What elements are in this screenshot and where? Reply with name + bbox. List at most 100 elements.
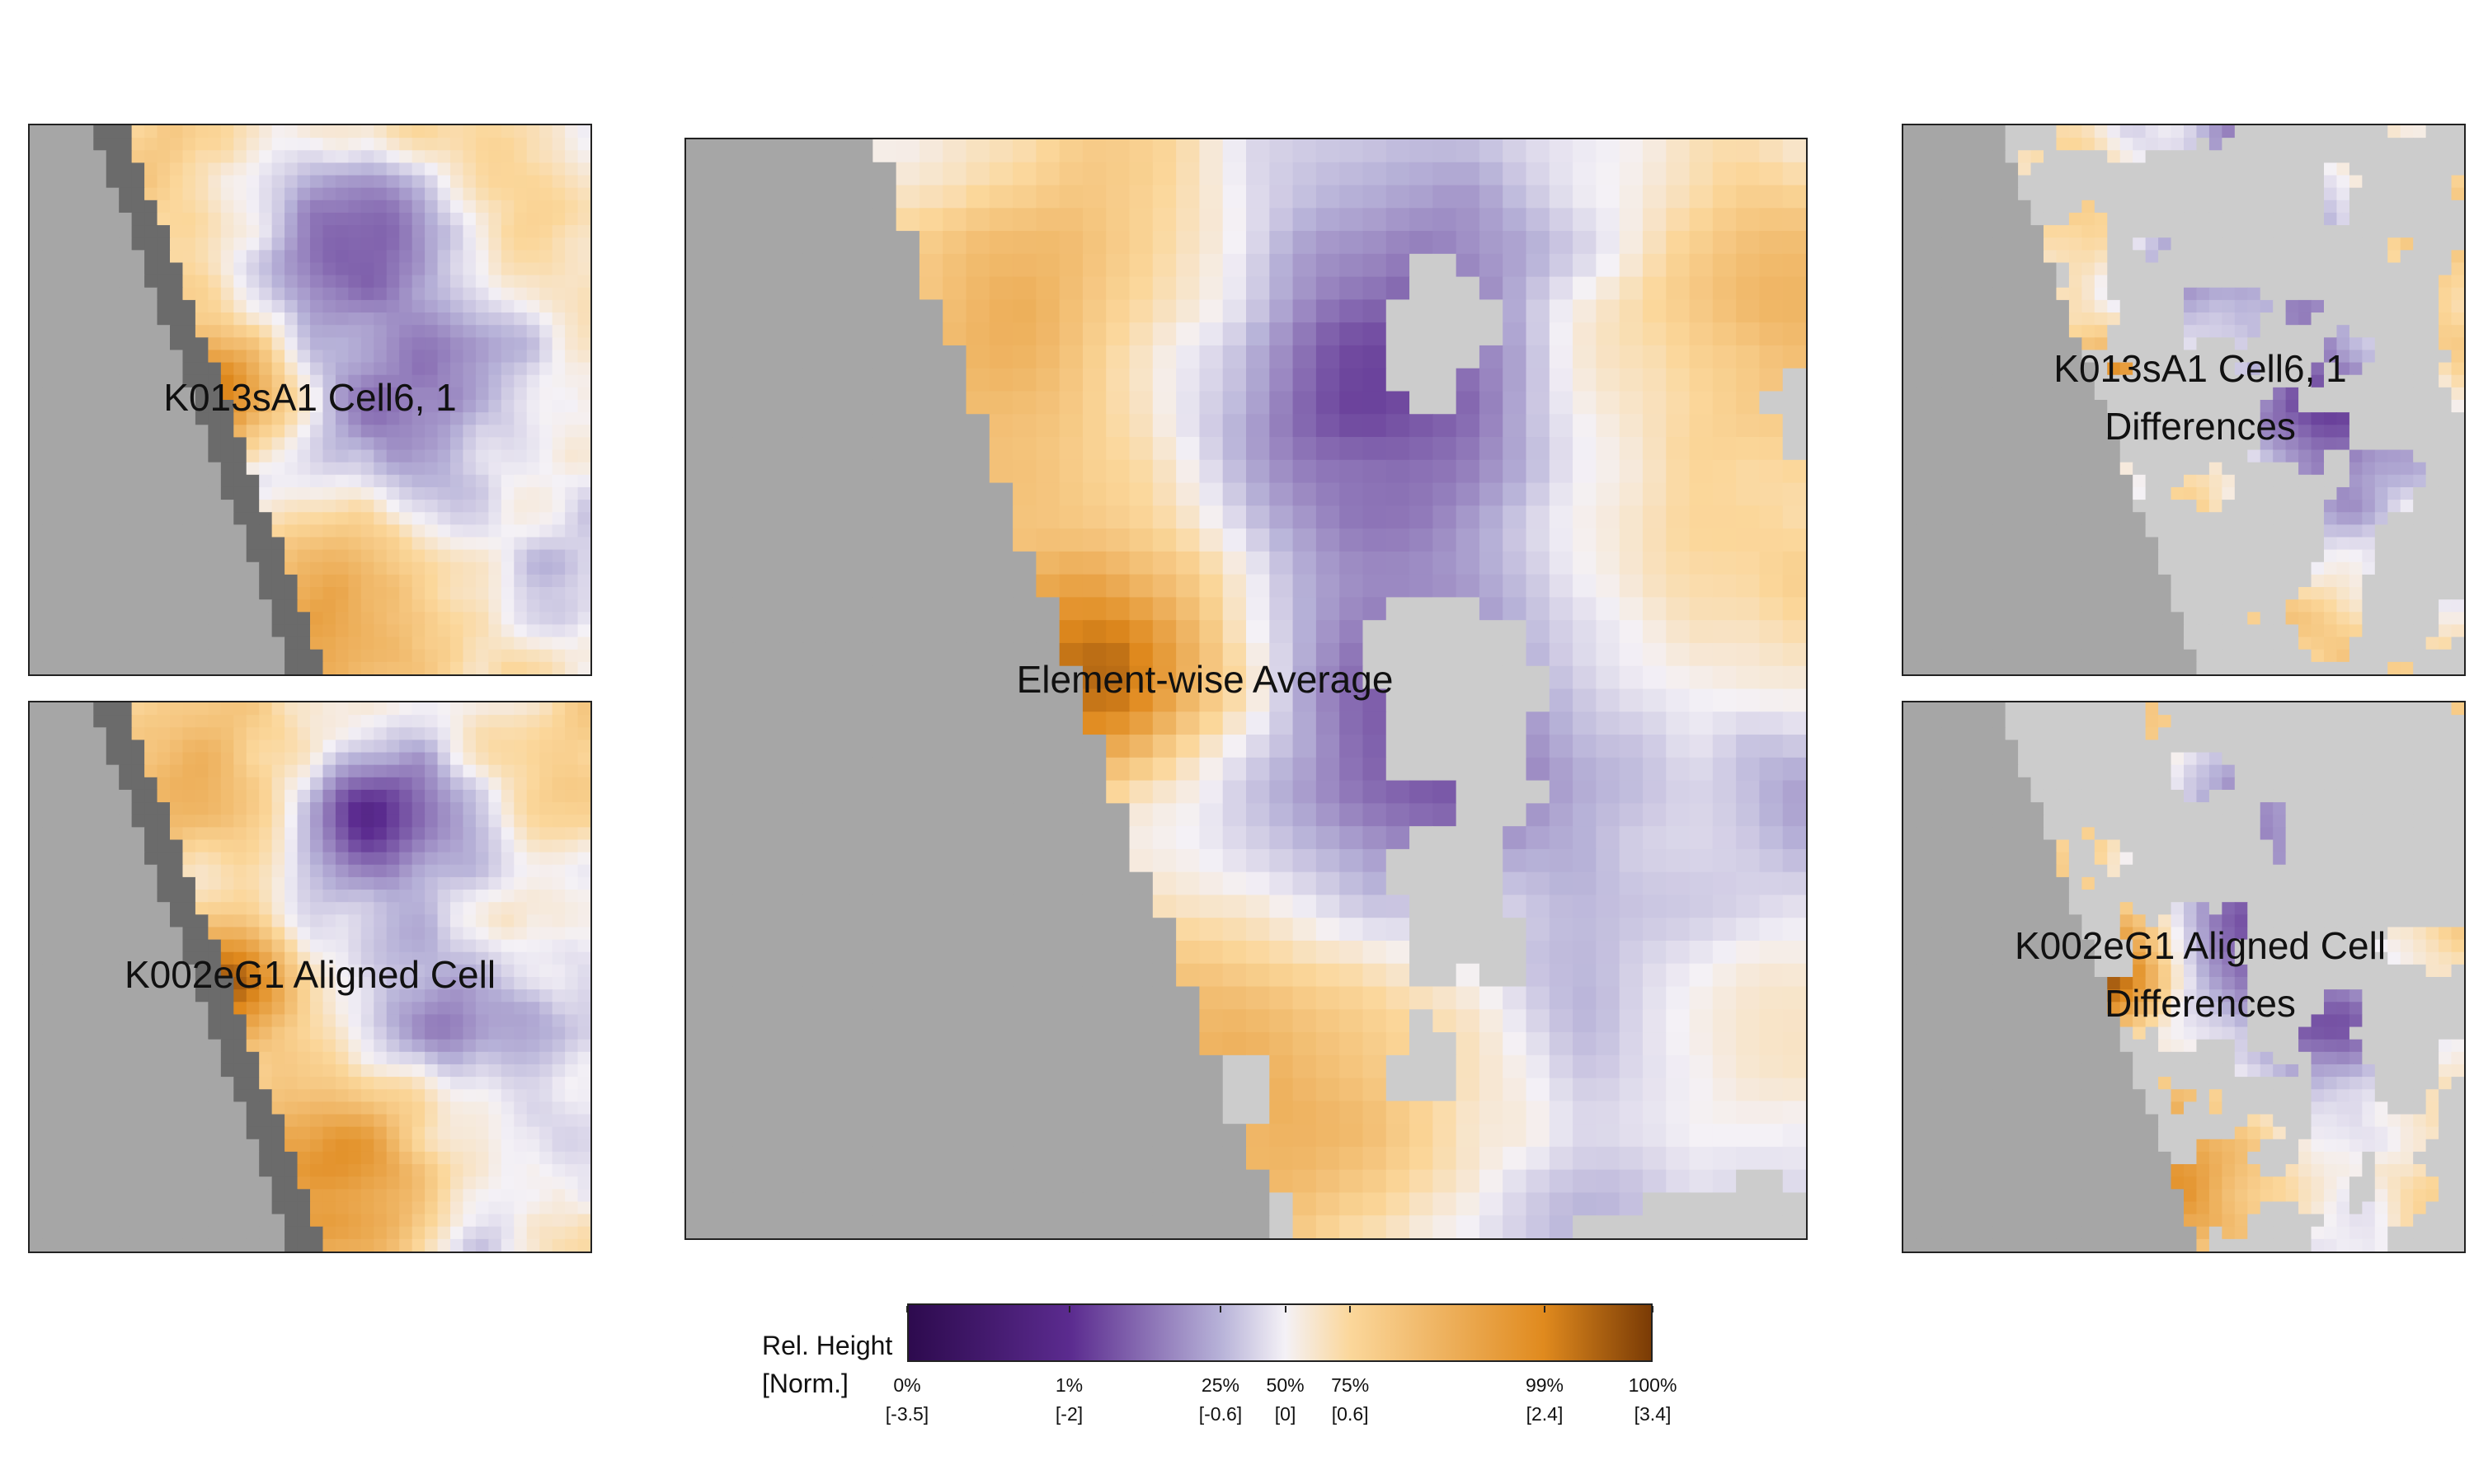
heatmap-cell <box>412 827 426 841</box>
heatmap-cell <box>68 977 82 990</box>
heatmap-cell <box>220 802 234 815</box>
heatmap-cell <box>233 752 247 766</box>
heatmap-cell <box>360 462 374 476</box>
heatmap-cell <box>246 964 260 978</box>
heatmap-cell <box>335 1176 349 1190</box>
heatmap-cell <box>144 537 158 551</box>
heatmap-cell <box>526 890 540 903</box>
heatmap-cell <box>1082 368 1107 392</box>
heatmap-cell <box>93 337 107 351</box>
heatmap-cell <box>966 620 990 644</box>
heatmap-cell <box>425 437 439 451</box>
heatmap-cell <box>526 1064 540 1078</box>
heatmap-cell <box>1315 414 1340 438</box>
heatmap-cell <box>310 225 324 238</box>
heatmap-cell <box>30 1201 44 1215</box>
heatmap-cell <box>539 927 553 941</box>
heatmap-cell <box>1013 642 1037 667</box>
heatmap-cell <box>42 1151 56 1165</box>
heatmap-panel-cell1: K013sA1 Cell6, 1 <box>28 124 592 676</box>
heatmap-cell <box>526 649 540 663</box>
heatmap-cell <box>310 636 324 650</box>
heatmap-cell <box>1759 368 1784 392</box>
heatmap-cell <box>450 200 464 214</box>
heatmap-cell <box>577 1101 590 1115</box>
heatmap-cell <box>208 275 222 289</box>
heatmap-cell <box>348 1051 362 1065</box>
heatmap-cell <box>488 661 502 674</box>
heatmap-cell <box>80 1051 94 1065</box>
heatmap-cell <box>195 789 209 803</box>
heatmap-cell <box>501 1189 515 1203</box>
heatmap-cell <box>526 624 540 638</box>
heatmap-cell <box>1036 231 1061 255</box>
heatmap-cell <box>475 649 489 663</box>
heatmap-cell <box>539 727 553 741</box>
heatmap-cell <box>348 587 362 600</box>
heatmap-cell <box>374 412 388 425</box>
heatmap-cell <box>259 125 273 139</box>
heatmap-cell <box>450 512 464 525</box>
heatmap-cell <box>475 138 489 151</box>
heatmap-cell <box>552 1189 566 1203</box>
heatmap-cell <box>195 827 209 841</box>
heatmap-cell <box>195 1226 209 1240</box>
heatmap-cell <box>208 951 222 965</box>
heatmap-cell <box>896 437 920 461</box>
heatmap-cell <box>501 815 515 828</box>
heatmap-cell <box>131 876 145 890</box>
heatmap-cell <box>1036 528 1061 552</box>
heatmap-cell <box>966 322 990 346</box>
heatmap-cell <box>80 561 94 575</box>
heatmap-cell <box>488 789 502 803</box>
heatmap-cell <box>322 939 336 953</box>
heatmap-cell <box>335 815 349 828</box>
heatmap-cell <box>310 262 324 276</box>
heatmap-cell <box>106 350 120 364</box>
heatmap-cell <box>552 262 566 276</box>
heatmap-cell <box>259 1151 273 1165</box>
heatmap-cell <box>1059 642 1084 667</box>
heatmap-cell <box>297 789 311 803</box>
heatmap-cell <box>182 400 196 413</box>
heatmap-cell <box>386 1151 400 1165</box>
heatmap-cell <box>285 486 299 500</box>
heatmap-cell <box>335 839 349 853</box>
heatmap-cell <box>1549 299 1573 323</box>
heatmap-cell <box>989 459 1014 484</box>
heatmap-cell <box>42 827 56 841</box>
heatmap-cell <box>322 1151 336 1165</box>
heatmap-cell <box>919 597 943 621</box>
heatmap-cell <box>42 237 56 251</box>
heatmap-cell <box>271 715 285 728</box>
heatmap-cell <box>709 139 734 163</box>
heatmap-cell <box>233 727 247 741</box>
heatmap-cell <box>54 400 68 413</box>
heatmap-cell <box>425 412 439 425</box>
heatmap-cell <box>386 412 400 425</box>
heatmap-cell <box>335 989 349 1003</box>
heatmap-cell <box>80 852 94 866</box>
heatmap-cell <box>68 649 82 663</box>
heatmap-cell <box>144 661 158 674</box>
heatmap-cell <box>157 337 171 351</box>
heatmap-cell <box>475 902 489 915</box>
heatmap-cell <box>488 549 502 563</box>
heatmap-cell <box>30 400 44 413</box>
heatmap-cell <box>1292 505 1317 529</box>
heatmap-cell <box>348 362 362 376</box>
heatmap-cell <box>552 362 566 376</box>
heatmap-cell <box>1596 642 1620 667</box>
heatmap-cell <box>514 325 528 338</box>
heatmap-cell <box>488 350 502 364</box>
heatmap-cell <box>1573 345 1597 369</box>
heatmap-cell <box>488 1126 502 1140</box>
heatmap-cell <box>1479 437 1503 461</box>
heatmap-cell <box>399 727 413 741</box>
heatmap-cell <box>552 939 566 953</box>
heatmap-cell <box>514 815 528 828</box>
heatmap-cell <box>310 425 324 439</box>
heatmap-cell <box>93 890 107 903</box>
heatmap-cell <box>539 387 553 401</box>
heatmap-cell <box>157 262 171 276</box>
